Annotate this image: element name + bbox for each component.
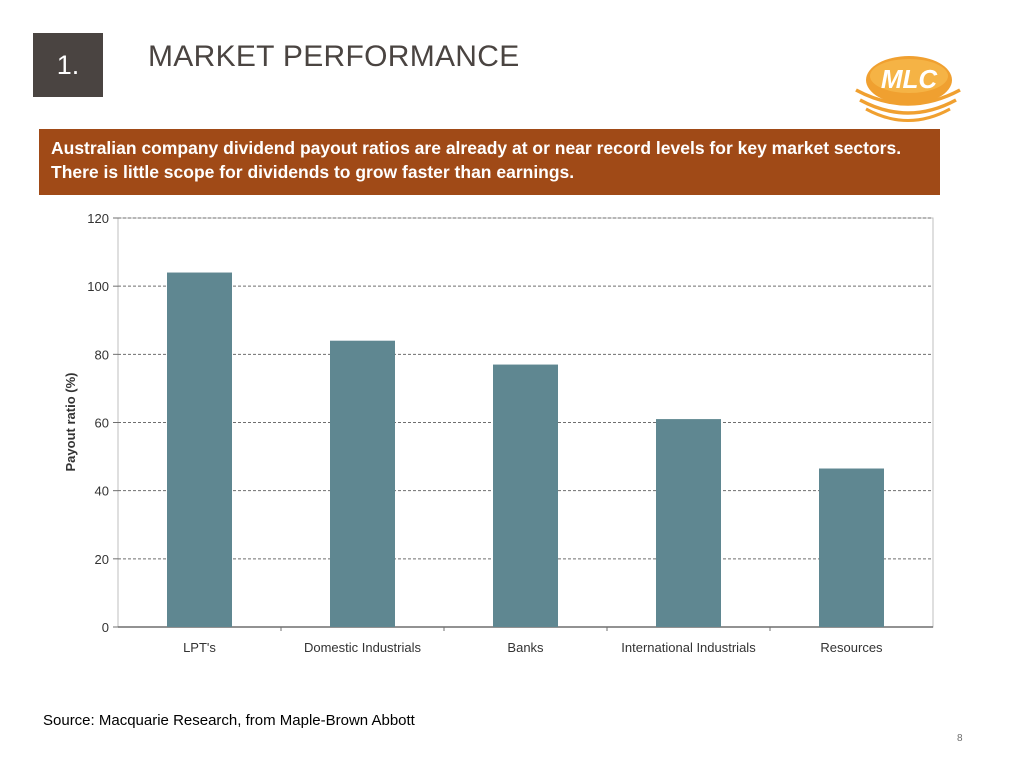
y-tick-label: 100 [87,279,109,294]
bar [167,272,232,627]
x-tick-label: Banks [507,640,544,655]
bar [819,468,884,627]
x-tick-label: Domestic Industrials [304,640,422,655]
bar [330,340,395,627]
y-tick-label: 40 [95,484,109,499]
x-tick-label: LPT's [183,640,216,655]
bar [493,364,558,627]
bar [656,419,721,627]
source-note: Source: Macquarie Research, from Maple-B… [43,712,415,729]
page-number: 8 [957,733,963,744]
y-tick-label: 120 [87,211,109,226]
mlc-logo: MLC [855,56,961,122]
y-tick-label: 0 [102,620,109,635]
section-number: 1. [56,49,80,80]
payout-ratio-chart: 0 20 40 60 80 100 120 LPT's Domestic Industrials… [63,211,934,655]
x-tick-label: International Industrials [621,640,756,655]
y-axis-title: Payout ratio (%) [63,373,78,472]
y-tick-label: 60 [95,416,109,431]
logo-text: MLC [881,64,939,94]
section-number-box: 1. [33,33,103,97]
y-tick-label: 20 [95,552,109,567]
x-tick-label: Resources [820,640,883,655]
y-tick-label: 80 [95,347,109,362]
page-title: MARKET PERFORMANCE [148,40,520,73]
headline-banner: Australian company dividend payout ratio… [39,129,940,195]
